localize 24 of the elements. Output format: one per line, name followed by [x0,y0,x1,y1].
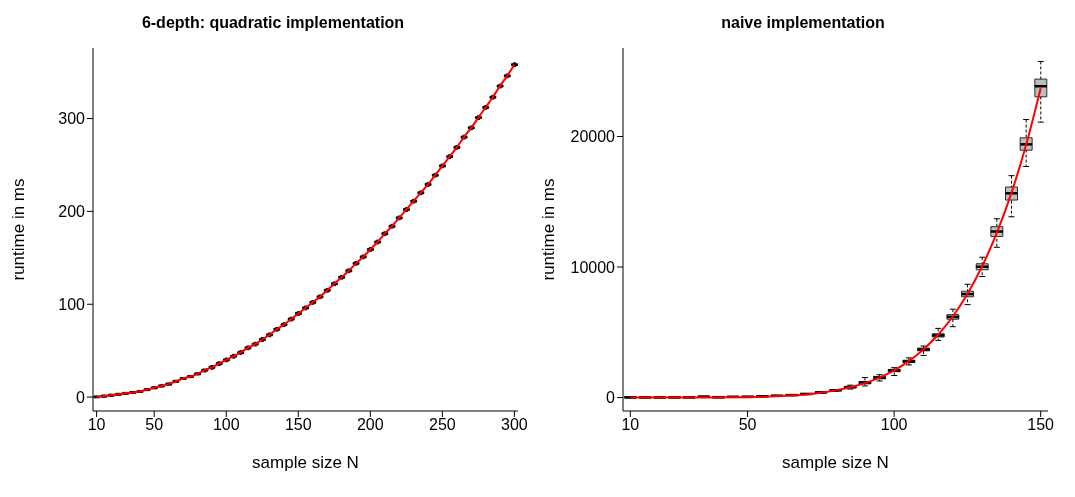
y-tick-label: 0 [606,389,616,407]
x-tick-label: 100 [212,416,240,434]
y-axis-title: runtime in ms [539,178,559,281]
x-tick-label: 150 [1027,416,1055,434]
x-tick-label: 100 [880,416,908,434]
x-tick-label: 10 [621,416,640,434]
x-tick-label: 250 [429,416,456,434]
y-tick-label: 20000 [570,128,616,146]
x-tick-label: 150 [284,416,312,434]
x-tick-label: 50 [145,416,164,434]
y-tick-label: 100 [58,295,86,313]
y-tick-label: 10000 [570,258,616,276]
y-tick-label: 300 [58,110,86,128]
x-tick-label: 200 [356,416,384,434]
x-axis-title: sample size N [782,453,889,472]
x-axis-title: sample size N [252,453,359,472]
chart-title: naive implementation [720,13,886,33]
y-axis-title: runtime in ms [9,178,29,281]
chart-title: 6-depth: quadratic implementation [140,13,406,33]
x-tick-label: 50 [738,416,757,434]
x-tick-label: 10 [87,416,106,434]
x-tick-label: 300 [501,416,528,434]
y-tick-label: 0 [76,388,86,406]
y-tick-label: 200 [58,203,86,221]
